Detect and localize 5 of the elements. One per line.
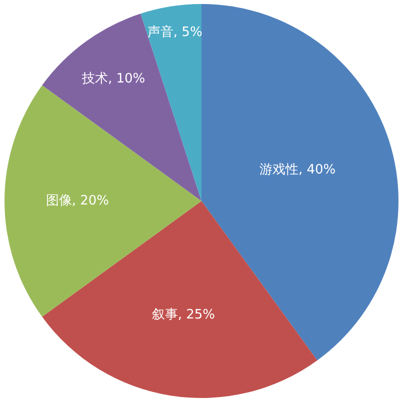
slice-label: 叙事, 25% [152,307,216,322]
slice-label: 声音, 5% [147,25,202,40]
slice-label: 图像, 20% [46,194,110,208]
slice-label: 技术, 10% [80,72,146,87]
slice-label: 游戏性, 40% [259,162,336,178]
